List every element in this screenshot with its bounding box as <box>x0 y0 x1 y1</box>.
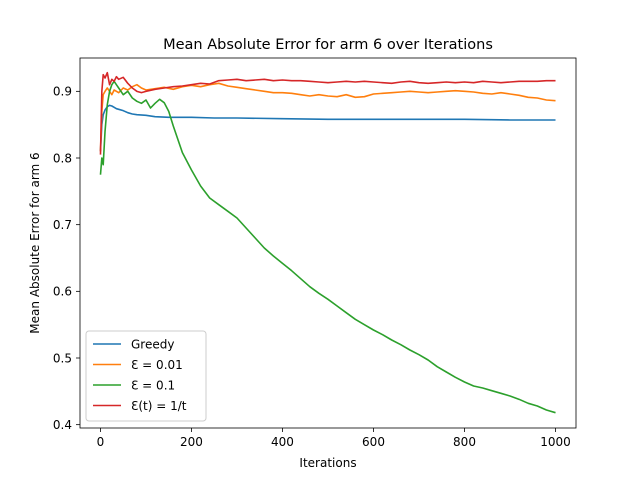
x-tick-label: 600 <box>362 435 385 449</box>
x-tick-label: 200 <box>180 435 203 449</box>
y-tick-label: 0.4 <box>53 418 72 432</box>
chart-title: Mean Absolute Error for arm 6 over Itera… <box>163 37 493 53</box>
legend-label: Ɛ(t) = 1/t <box>131 399 187 413</box>
series-line-2 <box>99 80 556 414</box>
x-axis: 0 200 400 600 800 1000 <box>97 428 571 449</box>
plot-frame <box>79 57 577 429</box>
legend: Greedy Ɛ = 0.01 Ɛ = 0.1 Ɛ(t) = 1/t <box>85 330 207 422</box>
legend-box <box>85 330 207 422</box>
series-line-3 <box>99 71 556 155</box>
x-axis-title: Iterations <box>299 456 356 470</box>
x-tick-label: 800 <box>453 435 476 449</box>
legend-label: Ɛ = 0.1 <box>131 378 175 392</box>
y-axis-title: Mean Absolute Error for arm 6 <box>28 152 42 333</box>
x-tick-label: 1000 <box>540 435 571 449</box>
y-tick-label: 0.7 <box>53 218 72 232</box>
legend-label: Ɛ = 0.01 <box>131 358 183 372</box>
series-line-0 <box>99 104 556 152</box>
series-line-1 <box>99 82 556 152</box>
x-tick-label: 400 <box>271 435 294 449</box>
y-axis: 0.4 0.5 0.6 0.7 0.8 0.9 <box>53 85 80 432</box>
x-tick-label: 0 <box>97 435 105 449</box>
series-layer <box>99 71 556 414</box>
y-tick-label: 0.5 <box>53 351 72 365</box>
y-tick-label: 0.6 <box>53 285 72 299</box>
legend-label: Greedy <box>131 337 174 351</box>
y-tick-label: 0.9 <box>53 85 72 99</box>
y-tick-label: 0.8 <box>53 151 72 165</box>
